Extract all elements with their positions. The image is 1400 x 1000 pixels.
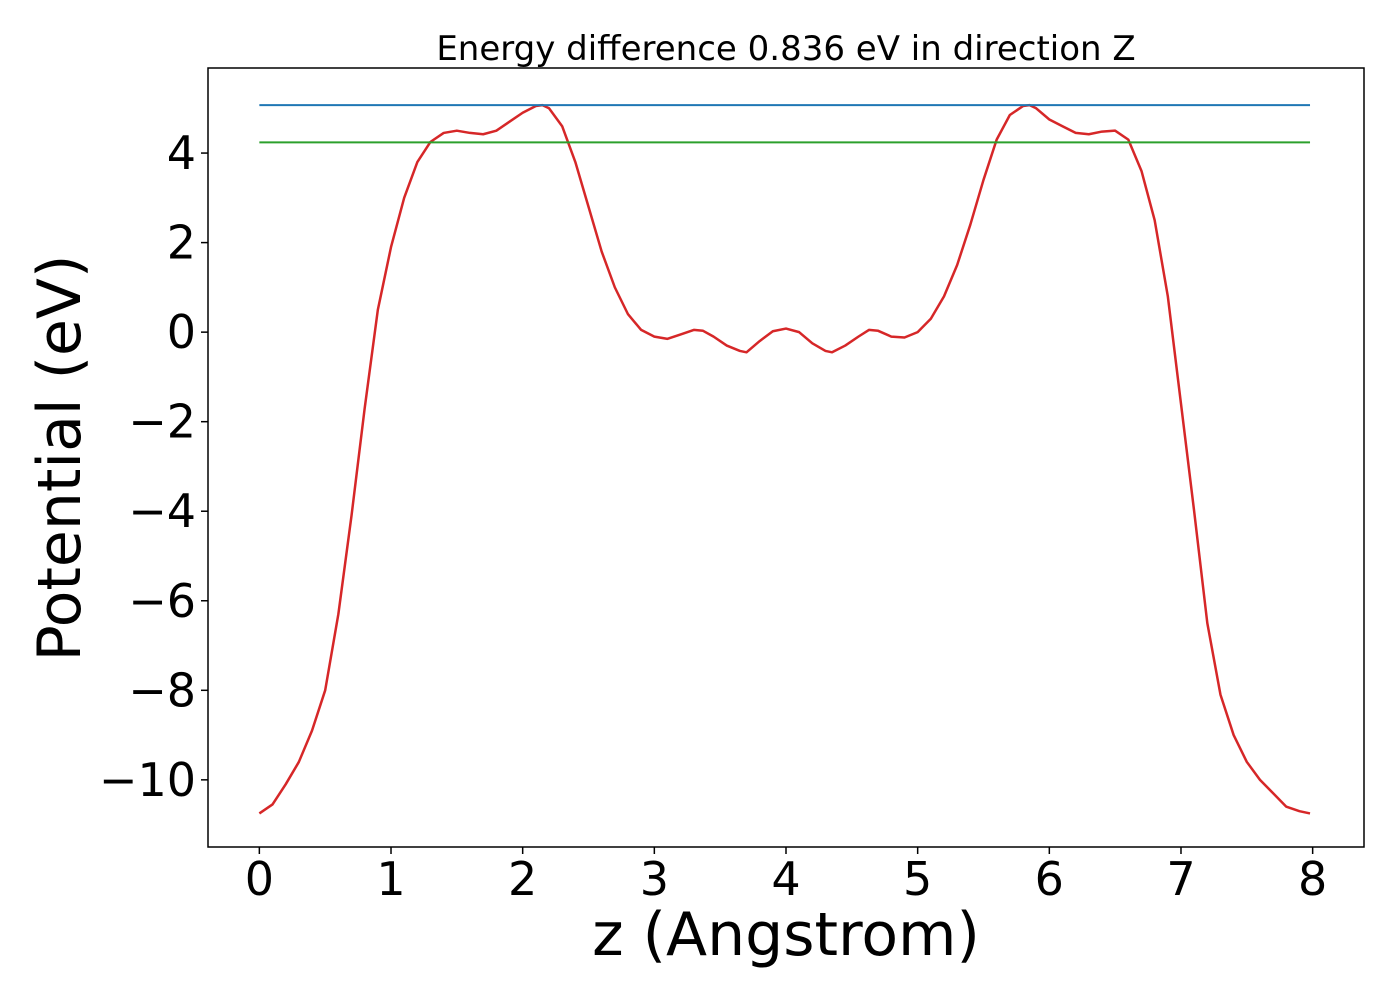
y-tick-label: −2 (128, 395, 196, 449)
y-tick-label: −6 (128, 574, 196, 628)
x-tick-label: 5 (903, 852, 932, 906)
y-axis-ticks: −10 −8 −6 −4 −2 0 2 4 (99, 126, 208, 807)
y-tick-label: 4 (167, 126, 196, 180)
x-tick-label: 0 (245, 852, 274, 906)
x-tick-label: 7 (1166, 852, 1195, 906)
x-tick-label: 3 (640, 852, 669, 906)
x-tick-label: 2 (508, 852, 537, 906)
series-layer (258, 103, 1311, 815)
x-tick-label: 6 (1035, 852, 1064, 906)
y-axis-label: Potential (eV) (25, 255, 95, 662)
x-axis-ticks: 0 1 2 3 4 5 6 7 8 (245, 847, 1327, 906)
y-tick-label: 0 (167, 305, 196, 359)
chart-title: Energy difference 0.836 eV in direction … (436, 29, 1135, 69)
x-axis-label: z (Angstrom) (592, 900, 980, 970)
y-tick-label: 2 (167, 216, 196, 270)
y-tick-label: −8 (128, 663, 196, 717)
x-tick-label: 8 (1298, 852, 1327, 906)
plot-area (207, 67, 1365, 848)
x-tick-label: 1 (376, 852, 405, 906)
series-line-0 (258, 103, 1311, 815)
y-tick-label: −10 (99, 753, 196, 807)
x-tick-label: 4 (771, 852, 800, 906)
y-tick-label: −4 (128, 484, 196, 538)
